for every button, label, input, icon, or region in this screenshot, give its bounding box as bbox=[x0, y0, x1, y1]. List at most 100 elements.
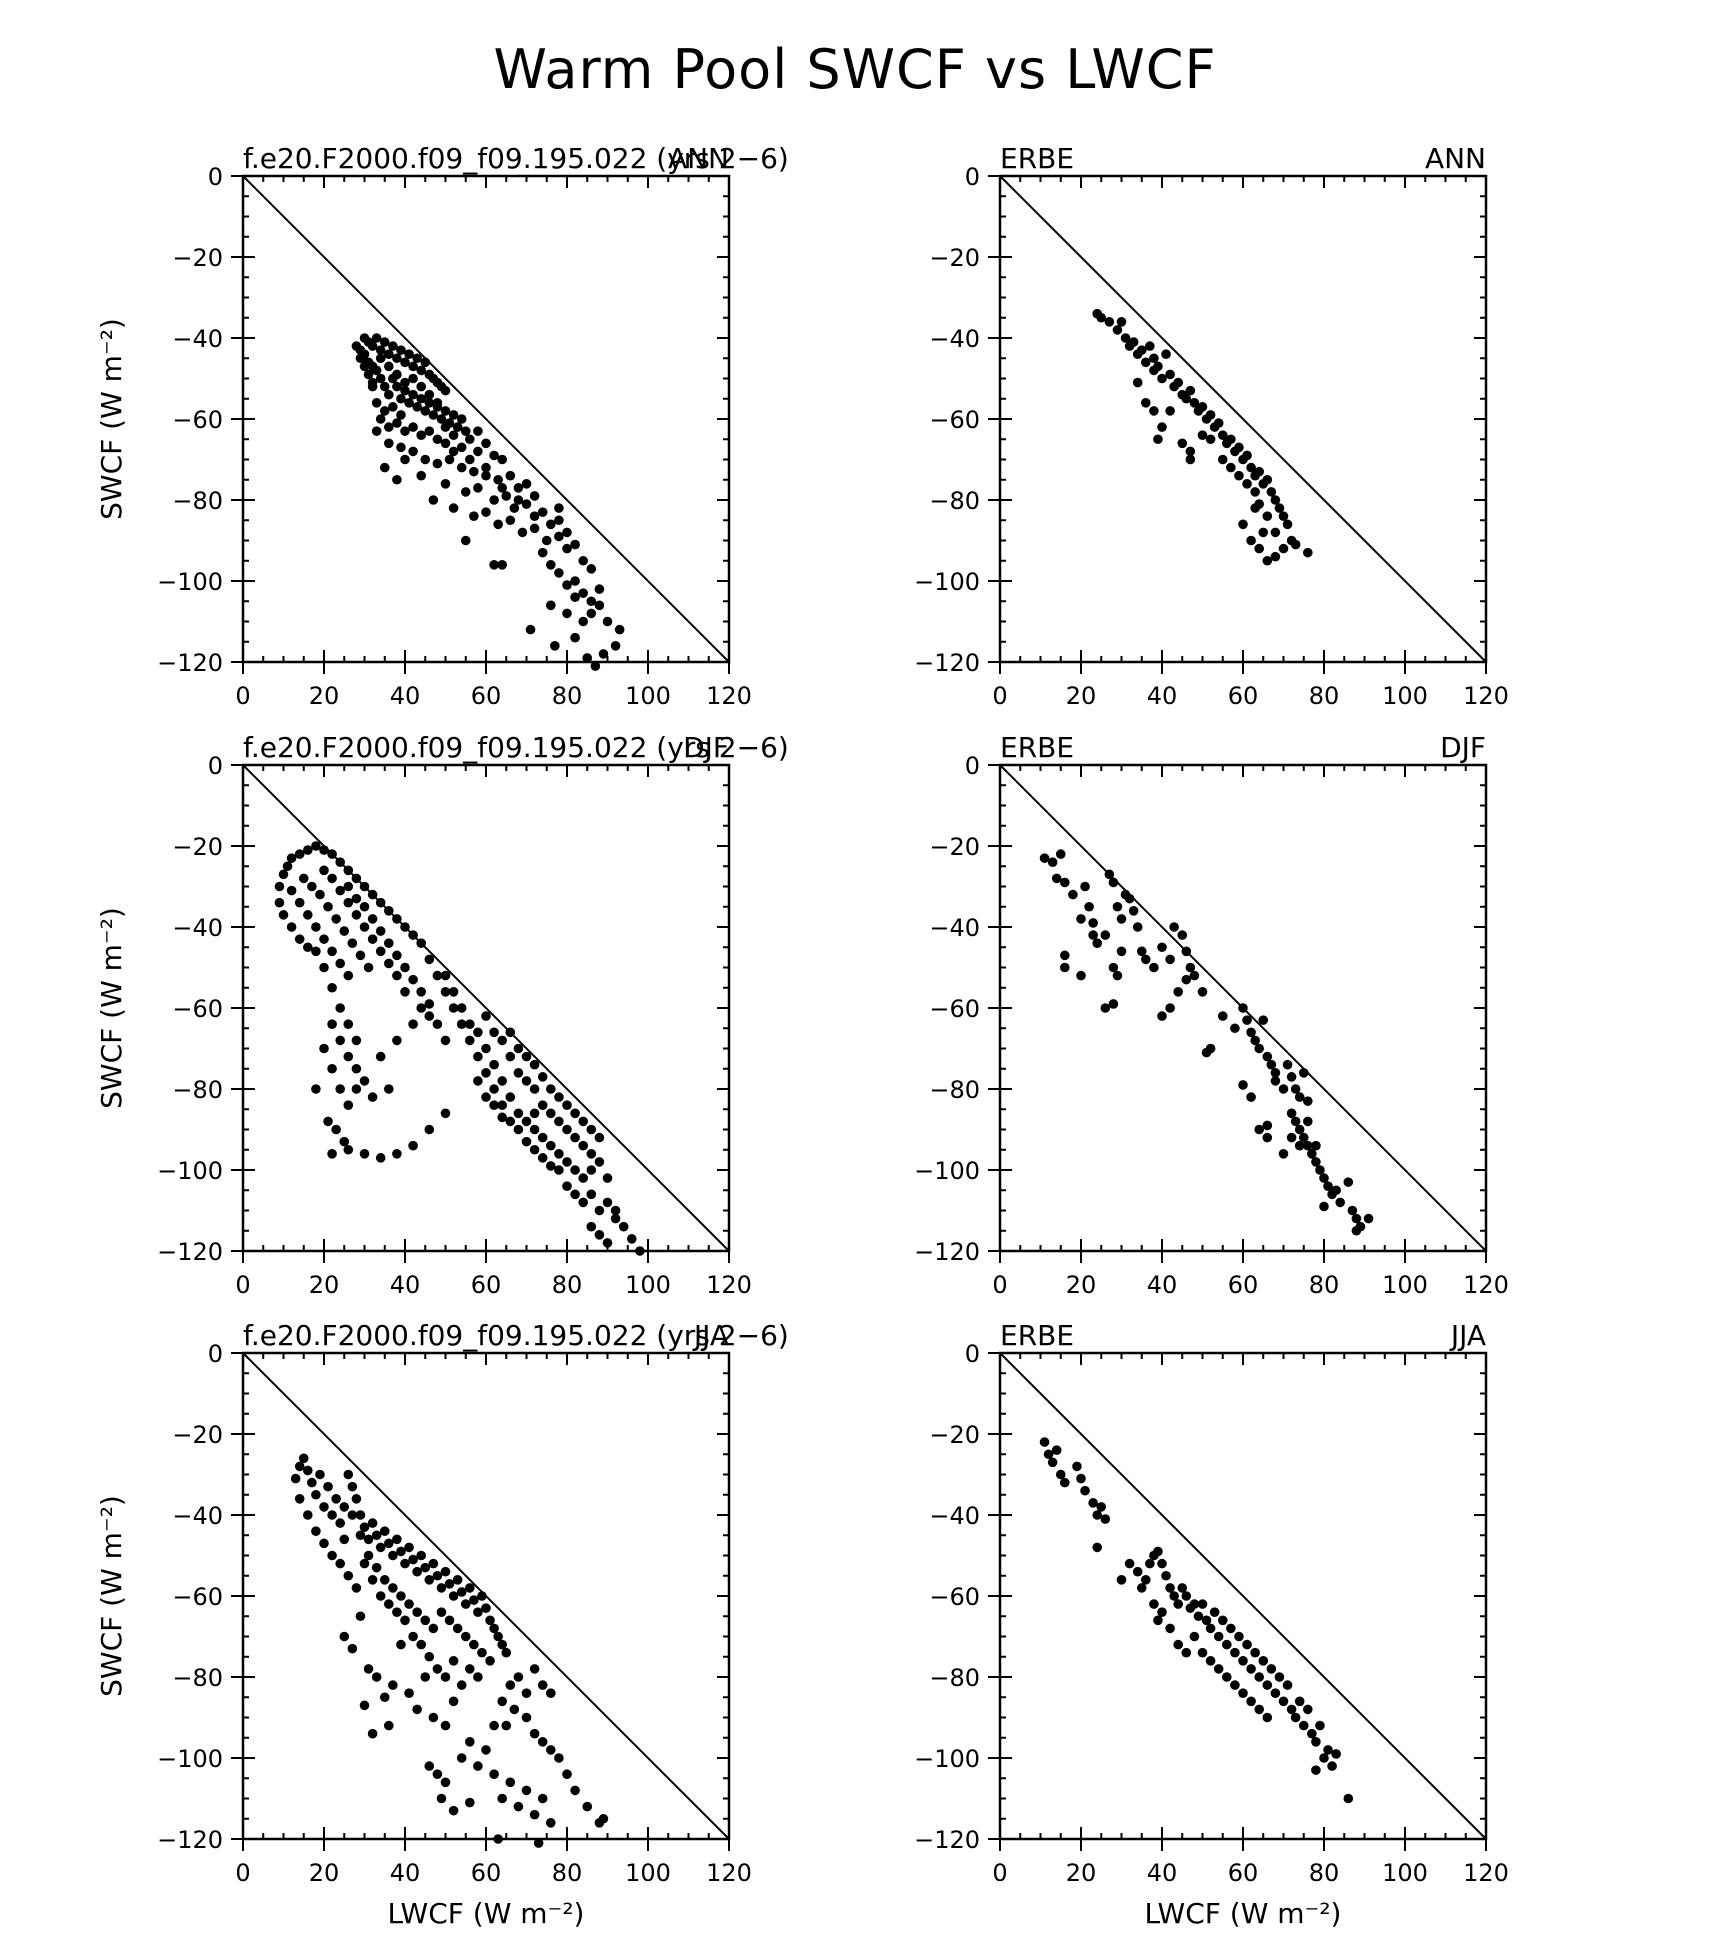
data-point bbox=[533, 1838, 544, 1848]
panel-1: 0 −20 −40 −60 −80 −100 −120 0 20 40 60 80 100 120 f.e2… bbox=[95, 142, 789, 710]
data-point bbox=[1303, 1096, 1313, 1106]
data-point bbox=[505, 1027, 516, 1038]
data-point bbox=[465, 434, 475, 445]
y-tick-label: −100 bbox=[157, 1745, 223, 1773]
x-tick-label: 80 bbox=[1309, 1271, 1340, 1299]
data-point bbox=[1222, 1639, 1232, 1650]
data-point bbox=[594, 1132, 605, 1143]
data-point bbox=[473, 426, 483, 436]
data-point bbox=[521, 1785, 532, 1796]
data-point bbox=[408, 422, 418, 432]
data-point bbox=[424, 1124, 435, 1135]
data-point bbox=[1274, 503, 1285, 513]
data-point bbox=[570, 576, 580, 586]
data-point bbox=[436, 1793, 447, 1804]
data-point bbox=[384, 1538, 394, 1549]
y-axis-label: SWCF (W m⁻²) bbox=[95, 907, 128, 1109]
data-point bbox=[465, 1737, 475, 1747]
data-point bbox=[428, 495, 439, 505]
reference-line bbox=[242, 764, 730, 1252]
data-point bbox=[1157, 1011, 1167, 1021]
data-point bbox=[294, 897, 305, 908]
data-point bbox=[355, 353, 366, 364]
x-tick-label: 80 bbox=[552, 682, 583, 710]
data-point bbox=[1290, 539, 1301, 550]
data-point bbox=[408, 446, 418, 457]
data-point bbox=[392, 1607, 402, 1617]
data-point bbox=[1242, 479, 1252, 489]
data-point bbox=[440, 970, 451, 981]
y-tick-label: −100 bbox=[914, 568, 980, 596]
data-point bbox=[1043, 1449, 1054, 1460]
data-point bbox=[424, 1011, 435, 1021]
data-point bbox=[1149, 962, 1159, 973]
data-point bbox=[513, 483, 524, 493]
data-point bbox=[1323, 1181, 1333, 1191]
data-point bbox=[294, 1461, 305, 1472]
data-point bbox=[1149, 1599, 1159, 1609]
data-point bbox=[594, 1205, 605, 1216]
data-point bbox=[521, 1076, 532, 1086]
data-point bbox=[602, 616, 613, 627]
data-point bbox=[1080, 881, 1090, 892]
data-point bbox=[436, 414, 447, 424]
data-point bbox=[1315, 1165, 1325, 1175]
data-point bbox=[537, 1793, 548, 1804]
data-point bbox=[1327, 1761, 1337, 1771]
data-point bbox=[1311, 1157, 1321, 1167]
data-point bbox=[570, 1165, 580, 1175]
data-point bbox=[1226, 1623, 1236, 1634]
data-point bbox=[570, 539, 580, 550]
data-point bbox=[513, 495, 524, 505]
data-point bbox=[570, 1189, 580, 1200]
data-point bbox=[367, 341, 378, 351]
data-point bbox=[1290, 1116, 1301, 1127]
data-point bbox=[448, 1805, 459, 1816]
data-point bbox=[586, 1221, 597, 1232]
data-point bbox=[1055, 1469, 1066, 1480]
data-point bbox=[1157, 1558, 1167, 1569]
data-point bbox=[339, 1502, 350, 1512]
data-point bbox=[1250, 1035, 1260, 1046]
data-point bbox=[448, 446, 459, 457]
data-point bbox=[303, 910, 313, 920]
data-point bbox=[562, 1124, 572, 1135]
data-point bbox=[1181, 1591, 1192, 1601]
data-point bbox=[481, 507, 491, 517]
data-point bbox=[440, 422, 451, 432]
data-point bbox=[481, 1092, 491, 1102]
data-point bbox=[448, 1003, 459, 1013]
data-point bbox=[384, 389, 394, 400]
data-point bbox=[408, 1631, 418, 1642]
data-point bbox=[456, 414, 467, 424]
data-point bbox=[384, 1084, 394, 1094]
data-point bbox=[408, 1019, 418, 1029]
data-point bbox=[1177, 930, 1188, 940]
data-point bbox=[546, 1688, 556, 1698]
panel-right-title: JJA bbox=[692, 1319, 729, 1352]
data-point bbox=[570, 1785, 580, 1796]
data-point bbox=[505, 1680, 516, 1690]
data-point bbox=[1250, 503, 1260, 513]
data-point bbox=[546, 1161, 556, 1171]
data-point bbox=[1112, 901, 1123, 912]
data-point bbox=[1060, 950, 1070, 961]
data-point bbox=[1055, 849, 1066, 859]
data-point bbox=[323, 901, 333, 912]
data-point bbox=[1141, 954, 1151, 965]
y-tick-label: −120 bbox=[157, 649, 223, 677]
data-point bbox=[375, 373, 386, 384]
data-point bbox=[392, 970, 402, 981]
data-point bbox=[335, 1035, 346, 1046]
data-point bbox=[473, 483, 483, 493]
x-tick-label: 0 bbox=[992, 1271, 1007, 1299]
data-point bbox=[1217, 454, 1228, 465]
x-tick-label: 100 bbox=[625, 682, 671, 710]
data-point bbox=[477, 1647, 487, 1658]
data-point bbox=[436, 1607, 447, 1617]
data-point bbox=[1242, 450, 1252, 461]
data-point bbox=[375, 345, 386, 355]
data-point bbox=[416, 381, 427, 392]
data-point bbox=[562, 1100, 572, 1110]
data-point bbox=[392, 474, 402, 485]
